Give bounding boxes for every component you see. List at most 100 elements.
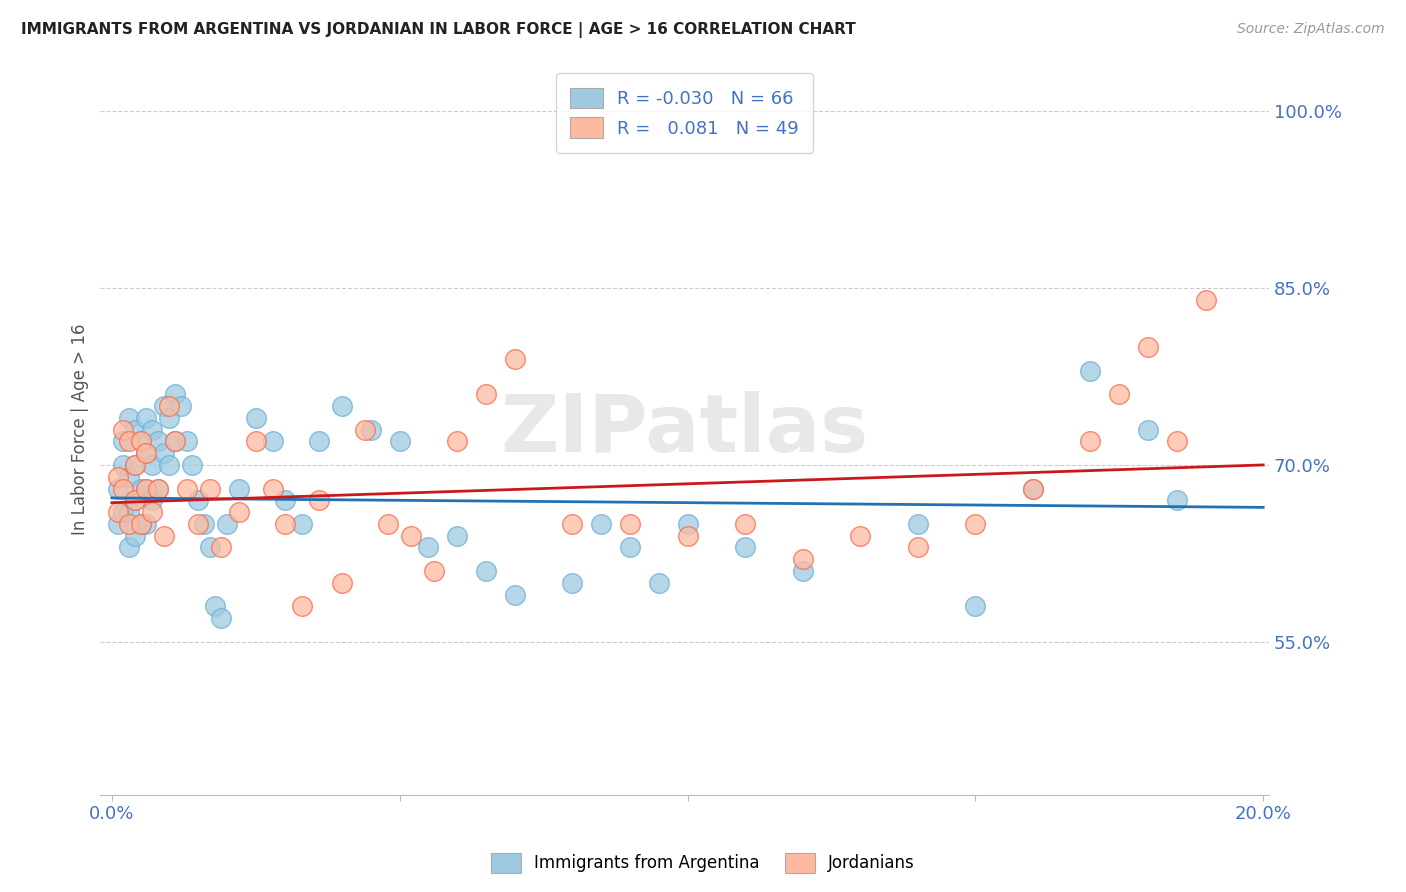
Point (1022, 482, 1045, 496)
Point (107, 516, 129, 531)
Point (377, 516, 399, 531)
Point (308, 493, 330, 508)
Point (107, 482, 129, 496)
Point (141, 505, 163, 519)
Point (129, 516, 152, 531)
Point (187, 516, 209, 531)
Point (165, 434, 187, 449)
Point (176, 434, 198, 449)
Point (291, 599, 314, 614)
Point (124, 493, 146, 508)
Point (399, 529, 422, 543)
Point (135, 446, 157, 460)
Point (245, 434, 267, 449)
Point (135, 410, 157, 425)
Point (107, 469, 129, 483)
Point (308, 434, 330, 449)
Legend: Immigrants from Argentina, Jordanians: Immigrants from Argentina, Jordanians (485, 847, 921, 880)
Point (170, 399, 193, 413)
Point (135, 482, 157, 496)
Point (262, 482, 284, 496)
Point (112, 482, 135, 496)
Point (215, 516, 238, 531)
Point (734, 541, 756, 555)
Text: ZIPatlas: ZIPatlas (501, 391, 869, 468)
Point (141, 423, 163, 437)
Point (1080, 363, 1102, 377)
Point (159, 410, 181, 425)
Point (118, 469, 141, 483)
Point (330, 399, 353, 413)
Point (388, 434, 411, 449)
Point (228, 505, 250, 519)
Point (112, 423, 135, 437)
Point (273, 493, 295, 508)
Point (734, 516, 756, 531)
Point (129, 434, 152, 449)
Point (118, 541, 141, 555)
Point (107, 505, 129, 519)
Point (141, 458, 163, 472)
Point (181, 458, 204, 472)
Point (561, 516, 583, 531)
Point (152, 529, 174, 543)
Point (792, 564, 814, 578)
Point (118, 516, 141, 531)
Point (135, 482, 157, 496)
Point (907, 541, 929, 555)
Point (676, 529, 699, 543)
Point (152, 446, 174, 460)
Point (152, 399, 174, 413)
Point (165, 387, 187, 401)
Text: Source: ZipAtlas.com: Source: ZipAtlas.com (1237, 22, 1385, 37)
Point (245, 410, 267, 425)
Point (146, 482, 169, 496)
Point (1137, 340, 1160, 354)
Point (112, 434, 135, 449)
Point (907, 516, 929, 531)
Point (475, 387, 498, 401)
Legend: R = -0.030   N = 66, R =   0.081   N = 49: R = -0.030 N = 66, R = 0.081 N = 49 (555, 73, 814, 153)
Point (118, 505, 141, 519)
Point (1022, 482, 1045, 496)
Point (228, 482, 250, 496)
Point (849, 529, 872, 543)
Point (648, 575, 671, 590)
Point (418, 541, 440, 555)
Point (262, 434, 284, 449)
Point (446, 434, 468, 449)
Point (503, 588, 526, 602)
Point (591, 516, 613, 531)
Point (124, 458, 146, 472)
Point (1080, 434, 1102, 449)
Point (129, 434, 152, 449)
Point (129, 482, 152, 496)
Point (118, 434, 141, 449)
Point (503, 351, 526, 366)
Point (1166, 434, 1188, 449)
Point (1108, 387, 1130, 401)
Text: IMMIGRANTS FROM ARGENTINA VS JORDANIAN IN LABOR FORCE | AGE > 16 CORRELATION CHA: IMMIGRANTS FROM ARGENTINA VS JORDANIAN I… (21, 22, 856, 38)
Point (198, 482, 221, 496)
Point (124, 458, 146, 472)
Y-axis label: In Labor Force | Age > 16: In Labor Force | Age > 16 (72, 324, 89, 535)
Point (198, 541, 221, 555)
Point (209, 611, 232, 625)
Point (360, 423, 382, 437)
Point (792, 552, 814, 566)
Point (204, 599, 226, 614)
Point (676, 516, 699, 531)
Point (118, 410, 141, 425)
Point (124, 493, 146, 508)
Point (146, 482, 169, 496)
Point (193, 516, 215, 531)
Point (291, 516, 314, 531)
Point (1166, 493, 1188, 508)
Point (112, 458, 135, 472)
Point (159, 458, 181, 472)
Point (187, 493, 209, 508)
Point (165, 434, 187, 449)
Point (141, 493, 163, 508)
Point (354, 423, 377, 437)
Point (1137, 423, 1160, 437)
